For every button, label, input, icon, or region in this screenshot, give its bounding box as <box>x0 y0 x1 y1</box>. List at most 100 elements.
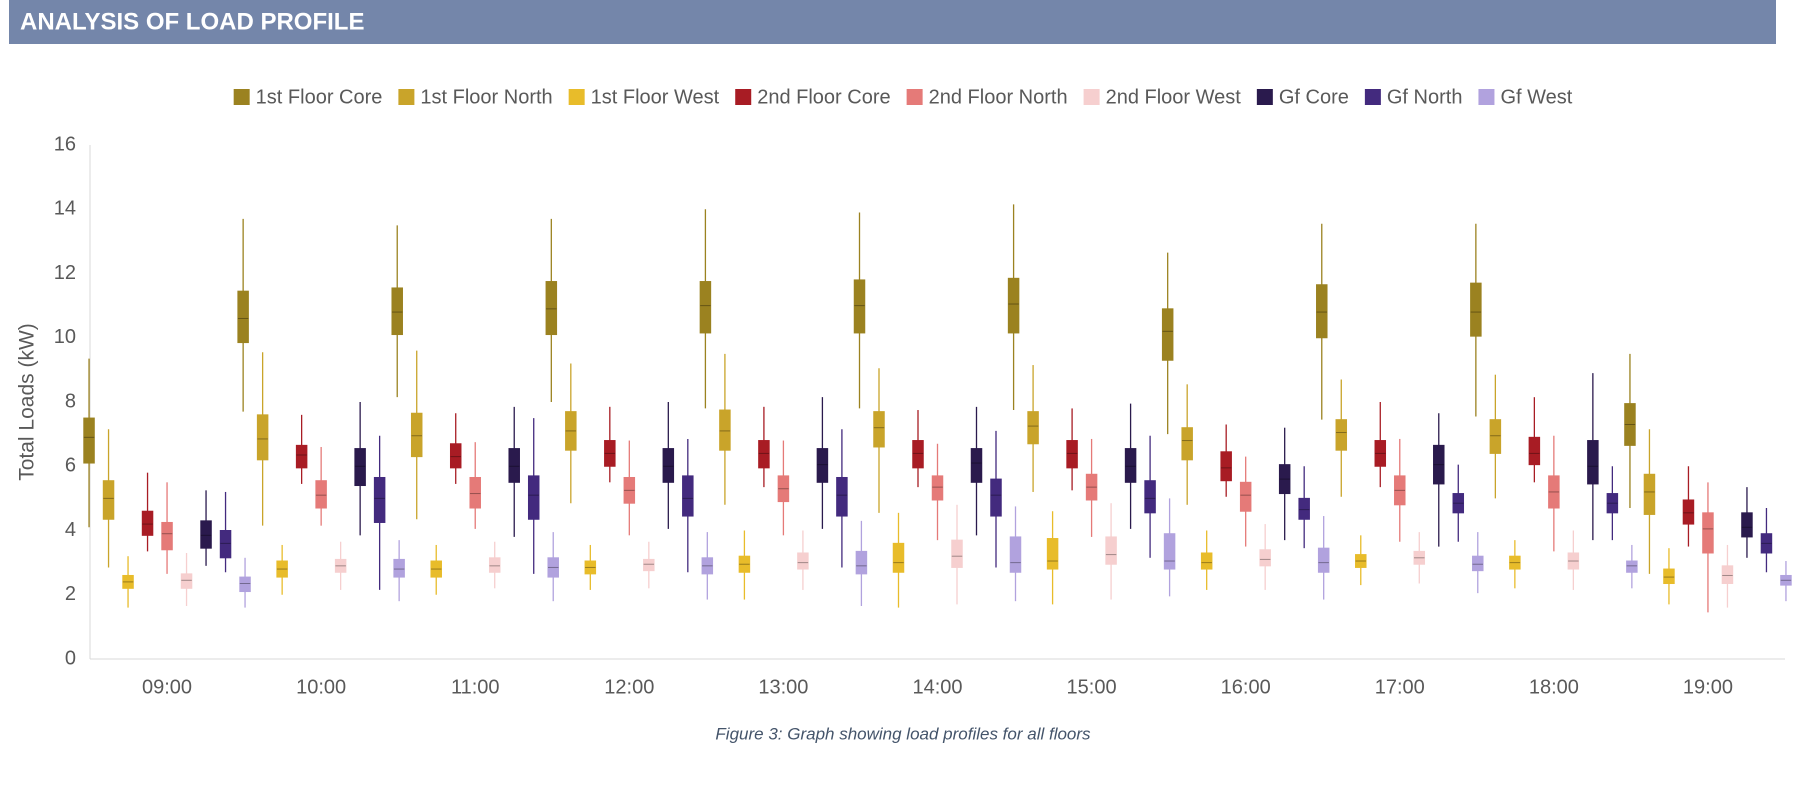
box <box>855 550 868 575</box>
box <box>1317 547 1330 573</box>
box <box>508 448 520 483</box>
box <box>1316 284 1328 339</box>
box <box>584 560 597 575</box>
x-tick-label: 13:00 <box>758 676 808 698</box>
box <box>816 448 829 483</box>
legend-label: Gf Core <box>1279 86 1349 108</box>
box <box>547 557 559 578</box>
box <box>1643 473 1656 515</box>
y-tick-label: 14 <box>54 198 76 220</box>
box <box>873 411 885 448</box>
legend-label: 2nd Floor West <box>1106 86 1242 108</box>
x-tick-label: 11:00 <box>451 676 500 698</box>
box <box>797 552 809 570</box>
box <box>662 448 675 483</box>
box <box>161 521 173 551</box>
x-tick-label: 17:00 <box>1375 676 1425 698</box>
box <box>604 440 616 467</box>
legend-swatch <box>1478 89 1495 105</box>
legend-swatch <box>735 89 752 105</box>
box <box>354 448 366 487</box>
header-bar <box>9 0 1776 44</box>
box <box>373 476 386 523</box>
box <box>430 560 442 578</box>
box <box>565 411 577 451</box>
y-tick-label: 10 <box>54 326 76 348</box>
box <box>912 440 924 469</box>
box <box>1200 552 1213 570</box>
y-tick-label: 8 <box>65 390 76 412</box>
box <box>239 576 251 593</box>
legend-swatch <box>906 89 923 105</box>
box <box>393 558 405 578</box>
box <box>237 290 249 344</box>
box <box>1741 512 1753 538</box>
box <box>1721 565 1734 585</box>
legend-swatch <box>398 89 415 105</box>
box <box>931 475 944 501</box>
box <box>1009 536 1022 573</box>
box <box>682 475 694 517</box>
box <box>1374 440 1387 467</box>
box <box>1105 536 1117 565</box>
box <box>1394 475 1406 506</box>
box <box>1472 555 1484 572</box>
y-axis-title: Total Loads (kW) <box>16 323 39 481</box>
legend-swatch <box>1083 89 1100 105</box>
legend-label: 1st Floor North <box>420 86 552 108</box>
box <box>777 475 790 503</box>
box <box>1470 282 1482 337</box>
y-tick-label: 2 <box>65 583 76 605</box>
x-tick-label: 16:00 <box>1221 676 1271 698</box>
x-tick-label: 12:00 <box>604 676 654 698</box>
legend-swatch <box>1364 89 1381 105</box>
box <box>1066 440 1078 469</box>
legend-swatch <box>233 89 250 105</box>
x-tick-label: 18:00 <box>1529 676 1579 698</box>
legend-label: 2nd Floor Core <box>757 86 890 108</box>
box <box>1278 464 1291 495</box>
box <box>836 476 848 517</box>
box <box>1144 480 1156 514</box>
box <box>758 440 770 469</box>
x-tick-label: 10:00 <box>296 676 346 698</box>
box <box>1548 475 1560 509</box>
box <box>219 530 232 559</box>
box <box>315 480 327 509</box>
y-tick-label: 12 <box>54 262 76 284</box>
legend-label: 2nd Floor North <box>929 86 1068 108</box>
box <box>1163 533 1176 570</box>
box <box>1489 419 1502 454</box>
box <box>410 412 423 458</box>
legend-label: Gf West <box>1500 86 1572 108</box>
box <box>141 510 154 536</box>
box <box>738 555 751 573</box>
box <box>1624 403 1636 446</box>
box <box>623 476 636 504</box>
box <box>83 417 95 464</box>
box <box>1413 550 1426 565</box>
box <box>1046 538 1059 570</box>
box <box>1239 481 1252 512</box>
box <box>545 281 558 336</box>
box <box>102 480 115 520</box>
box <box>1007 277 1020 334</box>
x-tick-label: 09:00 <box>142 676 192 698</box>
box <box>488 557 501 573</box>
box <box>527 475 540 520</box>
box <box>970 448 983 483</box>
box <box>719 409 731 451</box>
box <box>449 443 462 469</box>
box <box>1298 497 1310 520</box>
box <box>1085 473 1098 501</box>
box <box>1335 419 1348 451</box>
legend-label: 1st Floor Core <box>256 86 383 108</box>
box <box>1606 493 1619 514</box>
x-tick-label: 15:00 <box>1067 676 1117 698</box>
legend-swatch <box>1256 89 1273 105</box>
caption: Figure 3: Graph showing load profiles fo… <box>715 724 1091 743</box>
y-tick-label: 4 <box>65 519 76 541</box>
box <box>1181 427 1193 461</box>
y-tick-label: 0 <box>65 647 76 669</box>
